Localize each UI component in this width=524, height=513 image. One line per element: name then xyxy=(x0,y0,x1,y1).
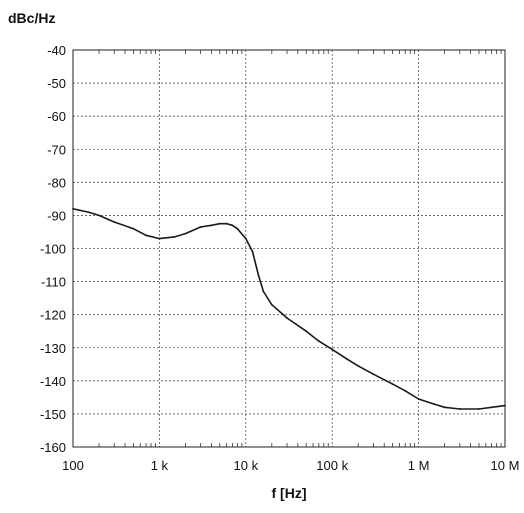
data-point xyxy=(218,222,221,225)
plot-frame xyxy=(72,49,506,448)
y-tick-label: -140 xyxy=(40,374,66,389)
y-tick-label: -110 xyxy=(41,275,66,290)
data-point xyxy=(305,330,308,333)
series-layer xyxy=(72,207,506,410)
data-point xyxy=(417,398,420,400)
data-point xyxy=(98,214,100,217)
data-point xyxy=(225,222,228,225)
x-tick-label: 10 M xyxy=(491,458,520,473)
x-tick-label: 1 k xyxy=(151,458,169,473)
data-point xyxy=(286,317,288,319)
data-point xyxy=(478,408,480,410)
data-point xyxy=(236,227,239,230)
data-point xyxy=(443,406,446,409)
data-point xyxy=(231,224,234,227)
y-tick-label: -120 xyxy=(40,308,66,323)
data-point xyxy=(210,224,213,227)
data-point xyxy=(262,290,265,293)
y-tick-label: -130 xyxy=(40,341,66,356)
data-point xyxy=(173,236,176,238)
y-tick-labels: -40 -50 -60 -70 -80 -90 -100 -110 -120 -130 -140 -1… xyxy=(40,43,66,455)
data-point xyxy=(199,226,202,228)
x-tick-label: 1 M xyxy=(408,458,430,473)
y-tick-label: -80 xyxy=(47,175,66,190)
data-point xyxy=(346,358,349,361)
data-point xyxy=(404,389,407,392)
grid xyxy=(72,49,506,448)
y-tick-label: -40 xyxy=(47,43,66,58)
x-tick-labels: 100 1 k 10 k 100 k 1 M 10 M xyxy=(62,458,519,473)
data-point xyxy=(158,237,161,240)
x-tick-label: 100 xyxy=(62,458,84,473)
y-tick-label: -90 xyxy=(47,208,66,223)
data-point xyxy=(372,373,375,376)
data-point xyxy=(113,221,116,223)
data-point xyxy=(432,403,435,405)
data-point xyxy=(270,303,273,306)
data-point xyxy=(184,232,187,235)
data-point xyxy=(132,227,135,230)
data-point xyxy=(490,406,493,409)
y-tick-label: -70 xyxy=(47,142,66,157)
data-point xyxy=(257,274,260,276)
data-point xyxy=(244,237,247,240)
data-point xyxy=(331,348,334,351)
y-tick-label: -100 xyxy=(40,242,66,257)
x-axis-label: f [Hz] xyxy=(272,485,307,501)
y-tick-label: -60 xyxy=(47,109,66,124)
y-tick-label: -150 xyxy=(40,407,66,422)
series-line xyxy=(72,208,506,410)
x-tick-label: 10 k xyxy=(234,458,259,473)
y-tick-label: -50 xyxy=(47,76,66,91)
x-tick-label: 100 k xyxy=(316,458,348,473)
data-point xyxy=(357,365,360,367)
y-tick-label: -160 xyxy=(40,440,66,455)
data-point xyxy=(145,234,147,237)
data-point xyxy=(458,408,461,410)
data-point xyxy=(251,250,254,253)
data-point xyxy=(317,340,320,343)
data-point xyxy=(391,383,394,386)
y-axis-label: dBc/Hz xyxy=(8,10,55,26)
data-point xyxy=(87,211,90,214)
